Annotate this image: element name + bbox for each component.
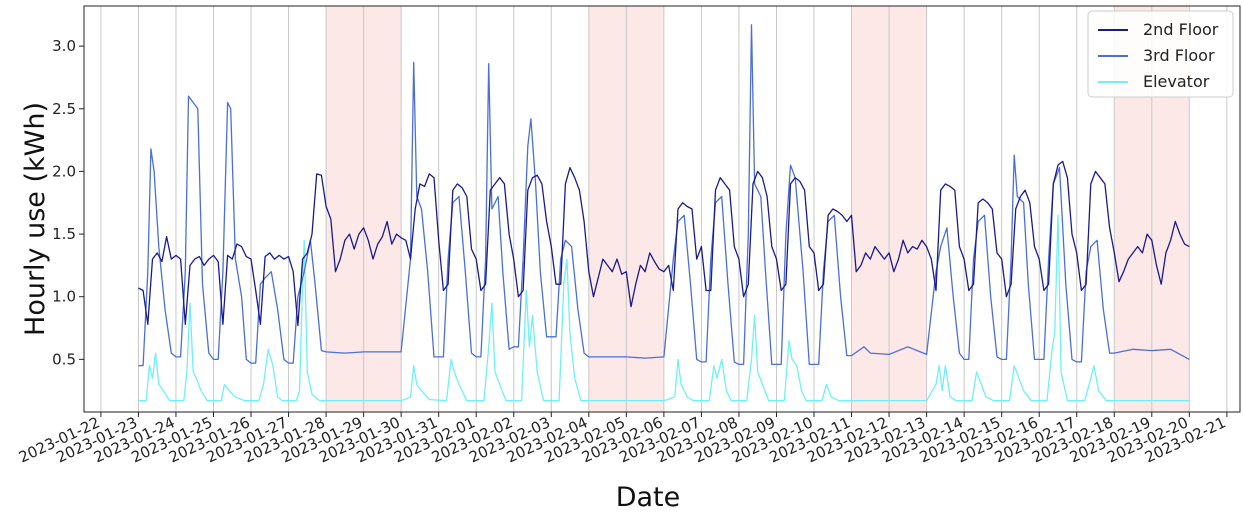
legend-label: 2nd Floor <box>1143 20 1219 39</box>
y-tick-label: 1.0 <box>52 288 76 306</box>
legend-label: Elevator <box>1143 72 1210 91</box>
y-tick-label: 0.5 <box>52 350 76 368</box>
vertical-gridlines <box>100 6 1228 412</box>
y-tick-label: 2.5 <box>52 100 76 118</box>
weekend-shading <box>326 6 1190 412</box>
series-line <box>138 214 1190 402</box>
y-tick-label: 1.5 <box>52 225 76 243</box>
series-line <box>138 160 1190 327</box>
y-tick-label: 3.0 <box>52 37 76 55</box>
y-axis-label: Hourly use (kWh) <box>20 102 51 336</box>
x-axis-ticks: 2023-01-222023-01-232023-01-242023-01-25… <box>16 412 1229 466</box>
legend-box <box>1087 10 1234 98</box>
series-line <box>138 24 1190 367</box>
legend-label: 3rd Floor <box>1143 46 1215 65</box>
x-axis-label: Date <box>616 482 681 513</box>
y-axis-ticks: 0.5 1.0 1.5 2.0 2.5 3.0 <box>52 37 84 368</box>
series-lines <box>138 24 1190 402</box>
plot-frame <box>83 5 1241 413</box>
legend: 2nd Floor 3rd Floor Elevator <box>1087 10 1234 98</box>
y-tick-label: 2.0 <box>52 162 76 180</box>
